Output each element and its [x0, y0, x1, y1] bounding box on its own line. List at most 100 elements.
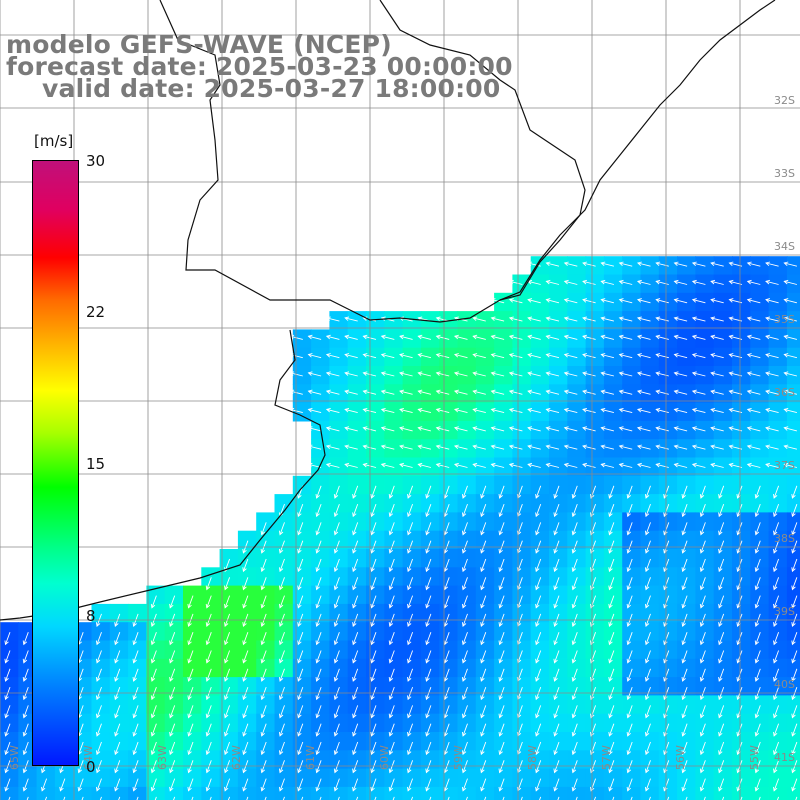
wind-speed-cell	[677, 475, 696, 495]
wind-arrow	[563, 334, 578, 340]
wind-speed-cell	[567, 750, 587, 770]
wind-arrow	[746, 334, 761, 340]
wind-arrow	[315, 595, 322, 609]
wind-speed-cell	[494, 658, 513, 678]
wind-speed-cell	[420, 732, 440, 751]
wind-arrow	[508, 316, 523, 322]
wind-speed-cell	[237, 640, 257, 660]
wind-arrow	[380, 462, 395, 468]
wind-arrow	[626, 577, 633, 591]
wind-speed-cell	[494, 713, 513, 733]
wind-speed-cell	[768, 512, 788, 532]
wind-arrow	[307, 353, 322, 359]
wind-arrow	[307, 426, 322, 432]
wind-speed-cell	[732, 695, 751, 715]
wind-arrow	[333, 503, 340, 518]
wind-speed-cell	[695, 530, 715, 550]
wind-speed-cell	[109, 695, 129, 715]
wind-arrow	[644, 577, 651, 591]
wind-arrow	[173, 796, 176, 800]
wind-speed-cell	[292, 567, 312, 587]
wind-speed-cell	[622, 750, 642, 770]
wind-speed-cell	[786, 475, 800, 495]
wind-speed-cell	[274, 549, 294, 568]
wind-speed-cell	[585, 732, 605, 751]
wind-arrow	[636, 407, 651, 414]
wind-speed-cell	[457, 713, 477, 733]
wind-arrow	[388, 558, 395, 573]
coastline-argentina	[0, 329, 326, 621]
wind-arrow	[399, 334, 413, 340]
wind-arrow	[527, 261, 541, 267]
wind-speed-cell	[311, 567, 330, 587]
wind-speed-cell	[549, 585, 568, 605]
wind-arrow	[626, 595, 633, 609]
wind-arrow	[480, 595, 487, 609]
wind-arrow	[673, 444, 688, 450]
wind-speed-cell	[585, 475, 605, 495]
wind-arrow	[333, 723, 340, 737]
wind-speed-cell	[750, 512, 770, 532]
wind-arrow	[557, 796, 560, 800]
wind-arrow	[571, 632, 578, 646]
wind-arrow	[417, 426, 432, 432]
wind-speed-cell	[677, 603, 696, 623]
wind-speed-cell	[768, 640, 788, 660]
wind-arrow	[612, 796, 615, 800]
wind-speed-cell	[640, 512, 660, 532]
wind-arrow	[699, 595, 706, 609]
wind-speed-cell	[603, 658, 623, 678]
wind-speed-cell	[475, 732, 495, 751]
wind-speed-cell	[786, 750, 800, 770]
wind-speed-cell	[530, 549, 550, 568]
wind-arrow	[22, 741, 29, 756]
wind-speed-cell	[768, 494, 788, 513]
wind-arrow	[480, 522, 487, 536]
wind-arrow	[673, 279, 688, 285]
wind-arrow	[582, 279, 596, 285]
wind-arrow	[289, 371, 303, 377]
wind-speed-cell	[219, 768, 239, 788]
wind-arrow	[773, 558, 780, 573]
wind-arrow	[150, 741, 157, 756]
wind-speed-cell	[420, 713, 440, 733]
wind-speed-cell	[603, 640, 623, 660]
wind-speed-cell	[732, 713, 751, 733]
wind-arrow	[783, 462, 798, 468]
wind-speed-cell	[384, 530, 404, 550]
wind-speed-cell	[768, 695, 788, 715]
wind-speed-cell	[512, 732, 532, 751]
wind-arrow	[81, 796, 84, 800]
wind-speed-cell	[585, 695, 605, 715]
wind-speed-cell	[786, 512, 800, 532]
wind-arrow	[307, 371, 322, 377]
wind-speed-cell	[640, 713, 660, 733]
wind-arrow	[417, 334, 432, 340]
wind-arrow	[388, 668, 395, 682]
wind-arrow	[527, 389, 541, 395]
wind-arrow	[435, 407, 450, 414]
wind-arrow	[333, 632, 340, 646]
longitude-label: 55W	[748, 745, 761, 770]
wind-arrow	[765, 298, 779, 304]
wind-speed-cell	[622, 786, 642, 800]
wind-arrow	[636, 279, 651, 285]
wind-speed-cell	[347, 567, 367, 587]
wind-arrow	[754, 741, 761, 756]
wind-speed-cell	[549, 677, 568, 696]
wind-speed-cell	[549, 695, 568, 715]
wind-arrow	[224, 741, 231, 756]
wind-arrow	[480, 741, 487, 756]
wind-arrow	[535, 558, 542, 573]
wind-speed-cell	[658, 603, 678, 623]
wind-arrow	[333, 668, 340, 682]
wind-arrow	[563, 298, 578, 304]
wind-arrow	[187, 595, 194, 609]
wind-speed-cell	[732, 768, 751, 788]
wind-arrow	[754, 778, 761, 792]
wind-speed-cell	[732, 622, 751, 642]
wind-arrow	[388, 723, 395, 737]
wind-speed-cell	[183, 640, 202, 660]
wind-speed-cell	[347, 494, 367, 513]
wind-speed-cell	[384, 750, 404, 770]
